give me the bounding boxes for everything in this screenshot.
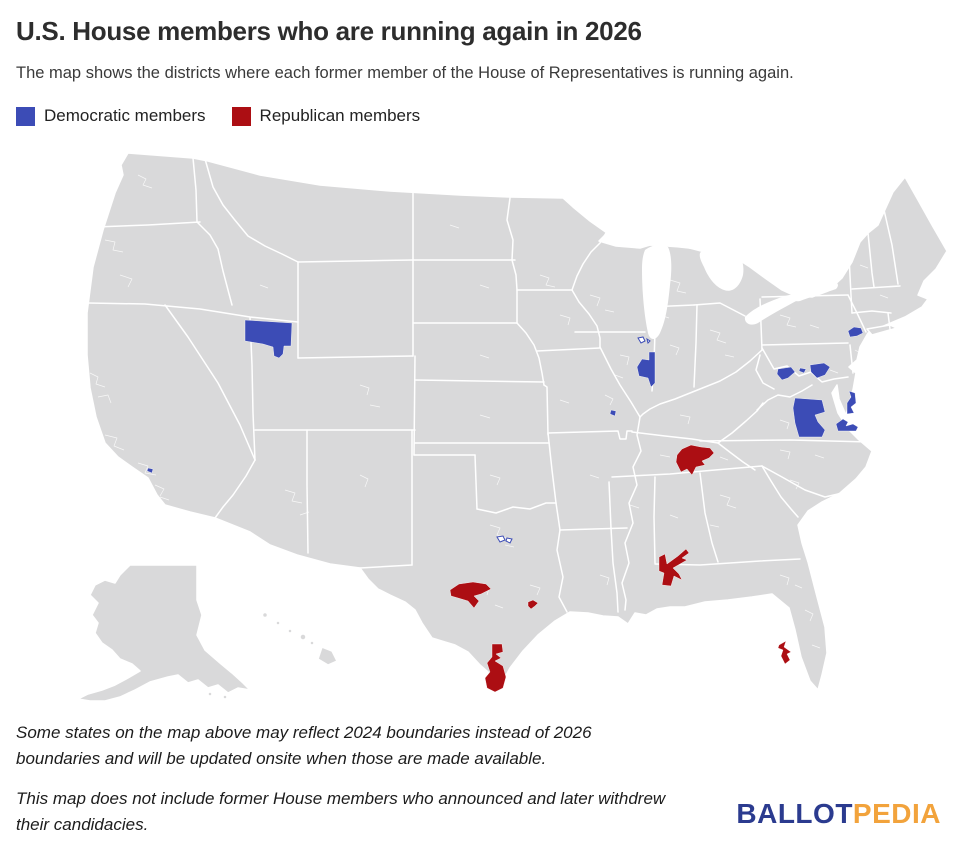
district-chicago-north2-democratic[interactable] <box>646 337 651 344</box>
footnote-withdrawn-line2: their candidacies. <box>16 815 149 835</box>
hawaii-island <box>275 620 281 626</box>
democratic-swatch <box>16 106 35 126</box>
district-maryland-west-democratic[interactable] <box>776 366 796 381</box>
district-texas-south-republican[interactable] <box>484 643 507 693</box>
hawaii-island <box>299 633 307 641</box>
district-chicago-democratic[interactable] <box>636 351 656 388</box>
lake-superior <box>568 199 710 252</box>
alaska-island <box>207 691 213 697</box>
district-losangeles-democratic[interactable] <box>146 467 154 474</box>
hawaii-big-island <box>317 646 338 666</box>
ballotpedia-logo: BALLOTPEDIA <box>736 798 941 830</box>
district-virginia-coastal-democratic[interactable] <box>846 390 857 415</box>
footnote-boundaries: Some states on the map above may reflect… <box>16 720 592 773</box>
district-utah-democratic[interactable] <box>244 319 293 359</box>
lake-huron <box>699 242 744 291</box>
district-texas-houston-republican[interactable] <box>527 599 539 610</box>
logo-ballot: BALLOT <box>736 798 853 829</box>
page-title: U.S. House members who are running again… <box>16 16 642 46</box>
hawaii-island <box>261 611 269 619</box>
district-tennessee-republican[interactable] <box>675 444 715 476</box>
democratic-districts <box>146 319 864 474</box>
alaska <box>77 564 251 702</box>
legend-item-democratic: Democratic members <box>16 106 206 126</box>
footnote-boundaries-line1: Some states on the map above may reflect… <box>16 723 592 742</box>
district-maryland-mid-democratic[interactable] <box>798 367 807 374</box>
state-borders <box>87 157 901 613</box>
district-lines <box>89 174 889 649</box>
lake-erie <box>744 294 799 325</box>
democratic-label: Democratic members <box>44 106 206 125</box>
hawaii-island <box>287 628 293 634</box>
legend: Democratic members Republican members <box>16 106 446 126</box>
alaska-island <box>222 694 228 700</box>
great-lakes <box>568 199 838 339</box>
logo-pedia: PEDIA <box>852 798 941 829</box>
district-newjersey-democratic[interactable] <box>847 326 864 338</box>
district-virginia-central-democratic[interactable] <box>792 397 826 438</box>
legend-item-republican: Republican members <box>231 106 421 126</box>
footnote-boundaries-line2: boundaries and will be updated onsite wh… <box>16 749 547 769</box>
district-florida-gulf-republican[interactable] <box>777 640 792 665</box>
district-dallas2-democratic[interactable] <box>505 537 513 544</box>
republican-label: Republican members <box>259 106 421 125</box>
district-chicago-north-democratic[interactable] <box>637 336 646 344</box>
republican-swatch <box>231 106 251 126</box>
hawaii-island <box>309 640 315 646</box>
footnote-withdrawn-line1: This map does not include former House m… <box>16 789 666 808</box>
district-alabama-republican[interactable] <box>658 548 690 587</box>
footnote-withdrawn: This map does not include former House m… <box>16 786 665 839</box>
district-texas-west-republican[interactable] <box>449 581 492 609</box>
district-dallas-democratic[interactable] <box>496 535 506 543</box>
page-subtitle: The map shows the districts where each f… <box>16 64 794 82</box>
district-maryland-east-democratic[interactable] <box>809 362 831 379</box>
democratic-outline-districts <box>496 336 651 544</box>
district-stlouis-democratic[interactable] <box>609 409 617 417</box>
republican-districts <box>449 444 792 693</box>
district-virginia-south-democratic[interactable] <box>835 418 859 432</box>
lake-michigan <box>642 244 672 339</box>
us-districts-map <box>60 145 948 703</box>
